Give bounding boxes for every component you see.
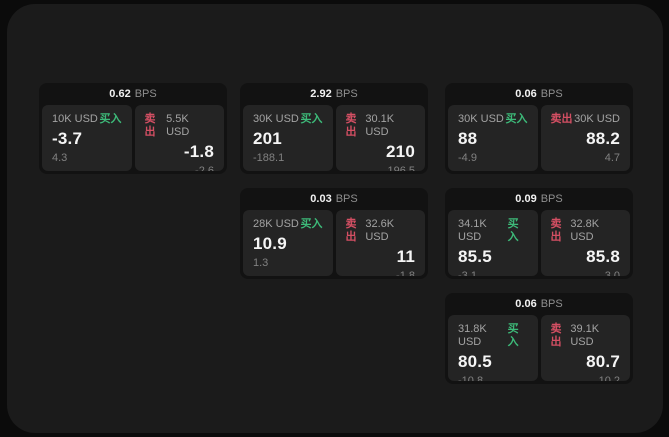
quote-card-5: 0.09 BPS 34.1K USD 买入 85.5 -3.1 卖出 32.8K… [445,188,633,279]
quote-card-2: 2.92 BPS 30K USD 买入 201 -188.1 卖出 30.1K … [240,83,428,174]
sell-price: 88.2 [586,129,620,148]
buy-amount: 30K USD [458,113,504,125]
sell-amount: 39.1K USD [570,323,600,348]
sell-quote-panel[interactable]: 卖出 30K USD 88.2 4.7 [540,105,630,171]
sell-button[interactable]: 卖出 [345,113,357,138]
buy-button[interactable]: 买入 [300,113,323,125]
sell-amount: 30.1K USD [365,113,395,138]
sell-sub-value: -2.6 [195,165,214,171]
buy-price: -3.7 [52,129,83,148]
quote-card-6: 0.06 BPS 31.8K USD 买入 80.5 -10.8 卖出 39.1… [445,293,633,384]
sell-button[interactable]: 卖出 [550,218,562,243]
buy-amount: 31.8K USD [458,323,487,348]
spread-unit: BPS [134,88,157,100]
sell-amount: 32.6K USD [365,218,395,243]
spread-unit: BPS [540,193,563,205]
buy-amount: 10K USD [52,113,98,125]
buy-button[interactable]: 买入 [507,323,519,348]
buy-price: 80.5 [458,352,492,371]
spread-header: 0.09 BPS [445,188,633,210]
sell-sub-value: 196.5 [387,165,415,171]
sell-button[interactable]: 卖出 [345,218,357,243]
buy-button[interactable]: 买入 [505,113,528,125]
spread-header: 2.92 BPS [240,83,428,105]
spread-value: 0.06 [515,298,537,310]
spread-value: 0.06 [515,88,537,100]
sell-button[interactable]: 卖出 [550,323,562,348]
buy-price: 201 [253,129,282,148]
quote-card-4: 0.03 BPS 28K USD 买入 10.9 1.3 卖出 32.6K US… [240,188,428,279]
buy-quote-panel[interactable]: 34.1K USD 买入 85.5 -3.1 [448,210,538,276]
sell-quote-panel[interactable]: 卖出 30.1K USD 210 196.5 [335,105,425,171]
spread-value: 2.92 [310,88,332,100]
sell-sub-value: 10.2 [598,375,620,381]
sell-sub-value: -1.8 [396,270,415,276]
buy-price: 10.9 [253,234,287,253]
sell-amount: 30K USD [574,113,620,125]
spread-header: 0.62 BPS [39,83,227,105]
buy-amount: 28K USD [253,218,299,230]
sell-sub-value: 4.7 [604,152,620,164]
buy-sub-value: -4.9 [458,152,477,164]
sell-quote-panel[interactable]: 卖出 32.8K USD 85.8 3.0 [540,210,630,276]
buy-sub-value: -3.1 [458,270,477,276]
quote-card-3: 0.06 BPS 30K USD 买入 88 -4.9 卖出 30K USD 8… [445,83,633,174]
sell-quote-panel[interactable]: 卖出 39.1K USD 80.7 10.2 [540,315,630,381]
sell-button[interactable]: 卖出 [550,113,573,125]
spread-header: 0.06 BPS [445,293,633,315]
spread-value: 0.09 [515,193,537,205]
buy-quote-panel[interactable]: 31.8K USD 买入 80.5 -10.8 [448,315,538,381]
sell-amount: 5.5K USD [166,113,190,138]
spread-unit: BPS [540,88,563,100]
buy-sub-value: -188.1 [253,152,285,164]
sell-price: 11 [396,247,415,266]
quote-board-surface: 0.62 BPS 10K USD 买入 -3.7 4.3 卖出 5.5K USD… [7,4,663,433]
spread-value: 0.03 [310,193,332,205]
buy-sub-value: 4.3 [52,152,68,164]
buy-price: 88 [458,129,478,148]
sell-quote-panel[interactable]: 卖出 32.6K USD 11 -1.8 [335,210,425,276]
sell-price: -1.8 [183,142,214,161]
spread-unit: BPS [335,193,358,205]
buy-quote-panel[interactable]: 30K USD 买入 88 -4.9 [448,105,538,171]
sell-quote-panel[interactable]: 卖出 5.5K USD -1.8 -2.6 [134,105,224,171]
quote-card-1: 0.62 BPS 10K USD 买入 -3.7 4.3 卖出 5.5K USD… [39,83,227,174]
buy-price: 85.5 [458,247,492,266]
buy-button[interactable]: 买入 [99,113,122,125]
sell-price: 210 [386,142,415,161]
buy-amount: 30K USD [253,113,299,125]
buy-quote-panel[interactable]: 28K USD 买入 10.9 1.3 [243,210,333,276]
spread-header: 0.06 BPS [445,83,633,105]
sell-price: 85.8 [586,247,620,266]
sell-amount: 32.8K USD [570,218,600,243]
spread-header: 0.03 BPS [240,188,428,210]
spread-value: 0.62 [109,88,131,100]
buy-button[interactable]: 买入 [300,218,323,230]
buy-amount: 34.1K USD [458,218,487,243]
spread-unit: BPS [540,298,563,310]
sell-sub-value: 3.0 [604,270,620,276]
buy-sub-value: 1.3 [253,257,269,269]
spread-unit: BPS [335,88,358,100]
buy-sub-value: -10.8 [458,375,484,381]
buy-quote-panel[interactable]: 10K USD 买入 -3.7 4.3 [42,105,132,171]
sell-price: 80.7 [586,352,620,371]
sell-button[interactable]: 卖出 [144,113,156,138]
buy-button[interactable]: 买入 [507,218,519,243]
buy-quote-panel[interactable]: 30K USD 买入 201 -188.1 [243,105,333,171]
